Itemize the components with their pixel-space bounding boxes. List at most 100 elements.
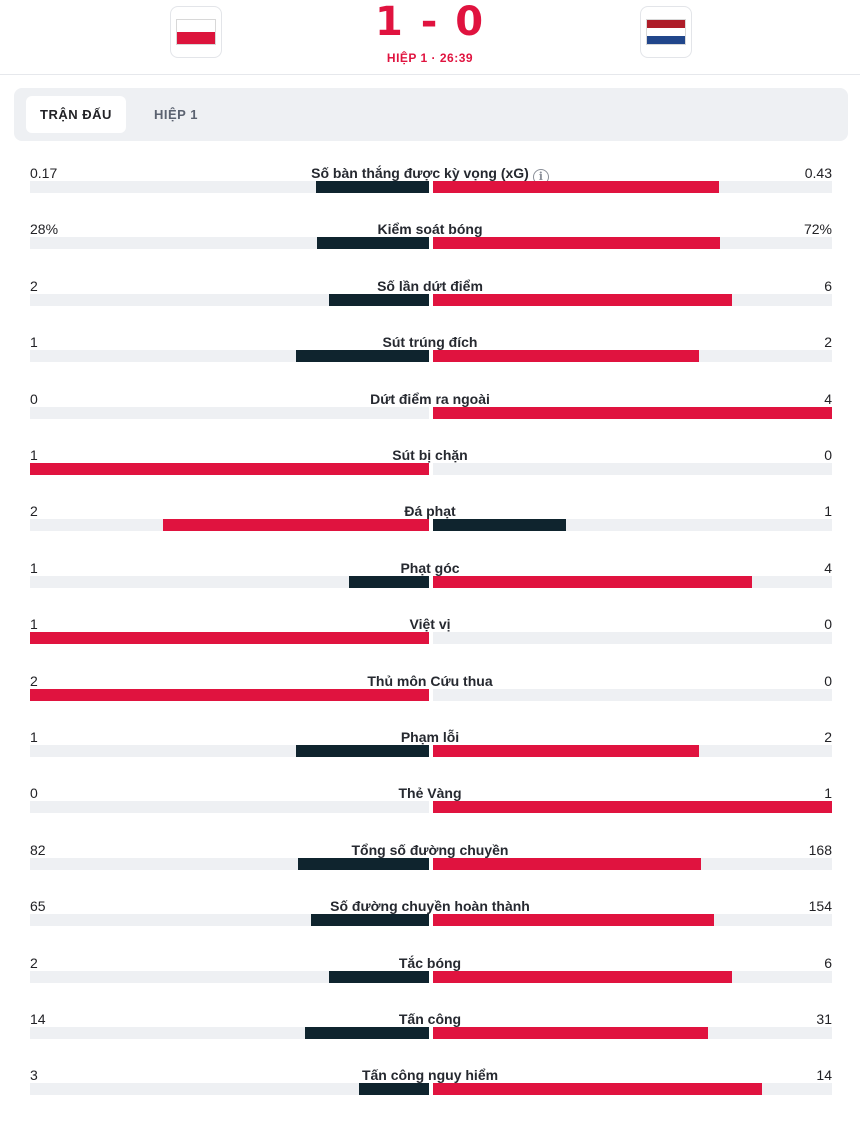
stat-label-text: Sút bị chặn <box>392 447 468 463</box>
home-stat-bar <box>349 575 429 588</box>
stat-label: Kiểm soát bóng <box>0 220 860 238</box>
home-stat-track <box>30 914 429 927</box>
stat-label: Sút bị chặn <box>0 446 860 464</box>
home-stat-track <box>30 970 429 983</box>
home-stat-value: 0 <box>30 390 38 407</box>
home-stat-track <box>30 406 429 419</box>
away-stat-track <box>433 801 832 814</box>
home-stat-track <box>30 519 429 532</box>
away-stat-bar <box>433 293 733 306</box>
stat-label-text: Phạm lỗi <box>400 729 460 745</box>
home-stat-bar <box>317 237 429 250</box>
away-stat-value: 6 <box>824 954 832 971</box>
stat-label-text: Sút trúng đích <box>382 334 478 351</box>
stat-label: Số đường chuyền hoàn thành <box>0 897 860 915</box>
home-stat-bar <box>310 914 429 927</box>
stat-label-text: Tấn công <box>398 1011 462 1027</box>
away-stat-value: 6 <box>824 277 832 294</box>
home-team-flag[interactable] <box>170 6 222 58</box>
stat-label: Phạm lỗi <box>0 728 860 746</box>
home-stat-bar <box>358 1083 429 1096</box>
home-stat-track <box>30 688 429 701</box>
home-stat-bar <box>298 857 429 870</box>
home-stat-value: 2 <box>30 672 38 689</box>
stat-row: 0 Thẻ Vàng 1 <box>0 784 860 840</box>
stat-label: Số lần dứt điểm <box>0 277 860 295</box>
away-stat-track <box>433 914 832 927</box>
stat-label: Tấn công <box>0 1010 860 1028</box>
stat-label: Việt vị <box>0 615 860 633</box>
away-stat-value: 2 <box>824 334 832 351</box>
home-stat-track <box>30 575 429 588</box>
away-stat-bar <box>433 970 733 983</box>
home-stat-bar <box>30 632 429 645</box>
stat-label-text: Số đường chuyền hoàn thành <box>330 898 530 915</box>
away-stat-value: 0.43 <box>804 165 832 181</box>
away-stat-bar <box>433 745 699 757</box>
home-stat-track <box>30 181 429 193</box>
stat-label-text: Tắc bóng <box>398 954 462 971</box>
home-stat-track <box>30 1083 429 1096</box>
away-stat-value: 4 <box>824 559 832 576</box>
stat-label: Tổng số đường chuyền <box>0 841 860 859</box>
stat-label: Phạt góc <box>0 559 860 577</box>
stat-row: 14 Tấn công 31 <box>0 1010 860 1066</box>
home-stat-bar <box>329 970 429 983</box>
away-stat-value: 0 <box>824 672 832 689</box>
home-stat-value: 28% <box>30 221 59 238</box>
tab-match[interactable]: TRẬN ĐẤU <box>26 96 126 133</box>
stat-label: Sút trúng đích <box>0 333 860 351</box>
stat-label: Đá phạt <box>0 502 860 520</box>
away-stat-bar <box>433 237 721 250</box>
away-stat-value: 1 <box>824 503 832 520</box>
away-stat-bar <box>433 350 699 363</box>
away-stat-value: 72% <box>803 221 832 238</box>
home-stat-bar <box>30 463 429 475</box>
home-stat-value: 65 <box>30 898 46 915</box>
stat-label-text: Đá phạt <box>404 503 456 520</box>
stat-row: 1 Phạt góc 4 <box>0 559 860 615</box>
home-stat-track <box>30 237 429 250</box>
away-stat-value: 4 <box>824 390 832 407</box>
away-stat-track <box>433 970 832 983</box>
away-stat-value: 1 <box>824 785 832 802</box>
stat-label: Thủ môn Cứu thua <box>0 672 860 690</box>
period-tabs: TRẬN ĐẤU HIỆP 1 <box>14 88 848 141</box>
stat-row: 2 Thủ môn Cứu thua 0 <box>0 672 860 728</box>
away-stat-value: 14 <box>816 1067 832 1084</box>
away-stat-value: 0 <box>824 447 832 463</box>
stat-label: Dứt điểm ra ngoài <box>0 390 860 408</box>
stat-row: 0.17 Số bàn thắng được kỳ vọng (xG) i 0.43 <box>0 164 860 220</box>
away-stat-bar <box>433 575 753 588</box>
away-stat-track <box>433 293 832 306</box>
home-stat-value: 14 <box>30 1011 46 1027</box>
away-stat-value: 31 <box>816 1011 832 1027</box>
tab-first-half[interactable]: HIỆP 1 <box>154 107 198 122</box>
home-stat-value: 2 <box>30 954 38 971</box>
stat-label-text: Số bàn thắng được kỳ vọng (xG) <box>311 165 529 181</box>
away-team-flag[interactable] <box>640 6 692 58</box>
stat-row: 1 Sút trúng đích 2 <box>0 333 860 389</box>
stat-label-text: Việt vị <box>409 616 451 633</box>
home-stat-value: 1 <box>30 447 38 463</box>
away-stat-bar <box>433 1083 762 1096</box>
stat-label: Số bàn thắng được kỳ vọng (xG) i <box>0 164 860 185</box>
stat-label: Tắc bóng <box>0 954 860 972</box>
home-stat-value: 1 <box>30 616 38 633</box>
match-score: 1 - 0 <box>374 0 486 45</box>
away-stat-track <box>433 406 832 419</box>
away-stat-track <box>433 575 832 588</box>
match-period-clock: HIỆP 1 · 26:39 <box>386 51 474 65</box>
home-stat-track <box>30 350 429 363</box>
home-stat-track <box>30 632 429 645</box>
away-stat-bar <box>433 914 714 927</box>
stat-row: 2 Đá phạt 1 <box>0 502 860 558</box>
away-stat-bar <box>433 406 832 419</box>
home-stat-bar <box>296 350 429 363</box>
stat-row: 65 Số đường chuyền hoàn thành 154 <box>0 897 860 953</box>
home-stat-track <box>30 801 429 814</box>
home-stat-bar <box>315 181 429 193</box>
poland-flag-icon <box>176 19 216 45</box>
stat-row: 2 Số lần dứt điểm 6 <box>0 277 860 333</box>
home-stat-bar <box>296 745 429 757</box>
